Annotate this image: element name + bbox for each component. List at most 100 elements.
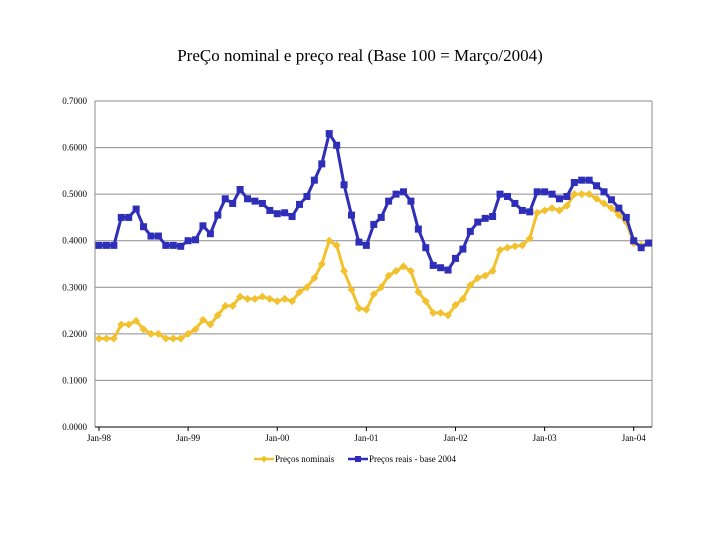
plot-area <box>95 130 653 343</box>
data-point <box>109 334 118 343</box>
data-point <box>622 213 630 221</box>
data-point <box>244 195 252 203</box>
data-point <box>318 160 326 168</box>
data-point <box>392 190 400 198</box>
data-point <box>466 227 474 235</box>
data-point <box>199 222 207 230</box>
data-point <box>496 246 505 255</box>
data-point <box>503 192 511 200</box>
data-point <box>563 192 571 200</box>
x-tick-label: Jan-01 <box>354 433 378 443</box>
data-point <box>146 329 155 338</box>
data-point <box>577 190 586 199</box>
data-point <box>162 241 170 249</box>
data-point <box>406 266 415 275</box>
data-point <box>221 195 229 203</box>
data-point <box>377 213 385 221</box>
data-point <box>206 230 214 238</box>
data-point <box>362 241 370 249</box>
data-point <box>377 283 386 292</box>
data-point <box>526 208 534 216</box>
data-point <box>102 241 110 249</box>
data-point <box>266 206 274 214</box>
data-point <box>310 273 319 282</box>
data-point <box>147 232 155 240</box>
data-point <box>340 266 349 275</box>
data-point <box>451 254 459 262</box>
data-point <box>236 292 245 301</box>
data-point <box>384 271 393 280</box>
data-point <box>124 320 133 329</box>
data-point <box>281 209 289 217</box>
data-point <box>562 201 571 210</box>
gridlines <box>94 100 653 428</box>
data-point <box>228 301 237 310</box>
data-point <box>370 220 378 228</box>
data-point <box>578 176 586 184</box>
data-point <box>95 241 103 249</box>
data-point <box>645 239 653 247</box>
data-point <box>637 244 645 252</box>
legend-label: Preços nominais <box>275 454 335 464</box>
data-point <box>273 297 282 306</box>
data-point <box>161 334 170 343</box>
data-point <box>510 242 519 251</box>
data-point <box>607 204 616 213</box>
data-point <box>125 213 133 221</box>
series-line <box>99 192 650 340</box>
data-point <box>332 241 341 250</box>
data-point <box>444 311 453 320</box>
data-point <box>414 225 422 233</box>
data-point <box>139 325 148 334</box>
data-point <box>533 208 542 217</box>
data-point <box>191 325 200 334</box>
y-tick-label: 0.6000 <box>62 143 87 153</box>
data-point <box>570 190 579 199</box>
data-point <box>102 334 111 343</box>
data-point <box>385 197 393 205</box>
data-point <box>518 241 527 250</box>
data-point <box>458 294 467 303</box>
data-point <box>169 241 177 249</box>
data-point <box>117 213 125 221</box>
data-point <box>280 294 289 303</box>
data-point <box>295 287 304 296</box>
data-point <box>630 237 638 245</box>
data-point <box>184 329 193 338</box>
data-point <box>429 261 437 269</box>
data-point <box>206 320 215 329</box>
data-point <box>429 308 438 317</box>
x-tick-label: Jan-04 <box>622 433 646 443</box>
legend-label: Preços reais - base 2004 <box>369 454 456 464</box>
x-axis: Jan-98 Jan-99 Jan-00 Jan-01 Jan-02 Jan-03 Jan-… <box>87 426 652 443</box>
data-point <box>340 181 348 189</box>
legend: Preços nominais Preços reais - base 2004 <box>254 454 456 464</box>
data-point <box>288 212 296 220</box>
data-point <box>214 211 222 219</box>
data-point <box>176 334 185 343</box>
y-tick-label: 0.7000 <box>62 96 87 106</box>
data-point <box>481 214 489 222</box>
data-point <box>355 238 363 246</box>
y-tick-label: 0.3000 <box>62 282 87 292</box>
data-point <box>192 236 200 244</box>
data-point <box>184 237 192 245</box>
legend-swatch-marker <box>355 456 361 462</box>
data-point <box>466 280 475 289</box>
data-point <box>333 141 341 149</box>
x-tick-label: Jan-00 <box>265 433 289 443</box>
data-point <box>407 197 415 205</box>
data-point <box>489 212 497 220</box>
data-point <box>615 204 623 212</box>
x-tick-label: Jan-98 <box>87 433 111 443</box>
data-point <box>533 188 541 196</box>
data-point <box>392 266 401 275</box>
data-point <box>303 192 311 200</box>
data-point <box>555 195 563 203</box>
data-point <box>488 266 497 275</box>
data-point <box>459 245 467 253</box>
data-point <box>250 294 259 303</box>
data-point <box>614 211 623 220</box>
data-point <box>198 315 207 324</box>
x-tick-label: Jan-99 <box>176 433 200 443</box>
